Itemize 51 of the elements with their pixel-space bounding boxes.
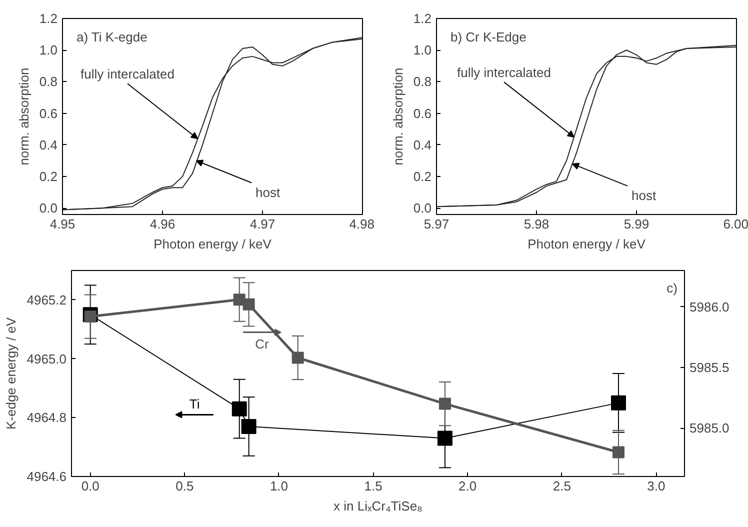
y-tick-label: 0.8: [39, 74, 58, 90]
y-axis-title: norm. absorption: [16, 68, 32, 166]
x-tick-label: 4.96: [150, 216, 176, 232]
annotation: fully intercalated: [457, 65, 551, 80]
legend-label: Cr: [255, 336, 270, 352]
x-tick-label: 3.0: [647, 478, 666, 494]
x-axis-title: x in LiₓCr₄TiSe₈: [334, 498, 422, 514]
y-tick-label: 0.6: [413, 106, 432, 121]
x-tick-label: 5.97: [424, 216, 450, 232]
y-tick-label: 0.2: [39, 169, 58, 184]
y-tick-label: 4964.8: [26, 410, 67, 426]
annotation: host: [632, 188, 656, 203]
annotation: fully intercalated: [80, 66, 174, 82]
text: b) Cr K-Edge: [450, 30, 526, 44]
annotation: host: [256, 184, 280, 200]
x-tick-label: 2.0: [458, 478, 477, 494]
y2-tick-label: 5985.5: [690, 360, 730, 375]
y-tick-label: 1.2: [39, 11, 58, 26]
y-tick-label: 0.4: [413, 137, 432, 152]
x-tick-label: 4.95: [50, 216, 76, 232]
y-tick-label: 0.4: [39, 137, 58, 152]
y-tick-label: 0.8: [413, 74, 432, 90]
x-axis-title: Photon energy / keV: [528, 236, 646, 252]
y-tick-label: 0.0: [39, 200, 58, 216]
y2-tick-label: 5986.0: [690, 299, 730, 314]
x-tick-label: 6.00: [723, 216, 748, 232]
x-tick-label: 1.5: [364, 478, 382, 494]
x-tick-label: 0.5: [176, 478, 194, 494]
x-tick-label: 1.0: [270, 478, 288, 494]
y-tick-label: 1.0: [39, 42, 58, 58]
x-tick-label: 5.99: [624, 216, 650, 232]
x-tick-label: 4.98: [349, 216, 375, 232]
x-axis-title: Photon energy / keV: [154, 236, 272, 252]
y-tick-label: 0.2: [413, 169, 432, 184]
x-tick-label: 5.98: [524, 216, 550, 232]
series-label: Ti: [189, 396, 200, 412]
y-tick-label: 1.2: [413, 11, 432, 26]
text: a) Ti K-egde: [76, 30, 148, 44]
y2-tick-label: 5985.0: [690, 420, 730, 436]
y-tick-label: 4965.0: [26, 351, 67, 366]
y-axis-title: norm. absorption: [390, 68, 406, 166]
y-tick-label: 1.0: [413, 42, 432, 58]
annotation: c): [666, 280, 678, 296]
x-tick-label: 2.5: [552, 478, 571, 494]
y-tick-label: 0.6: [39, 106, 58, 121]
x-tick-label: 4.97: [250, 216, 276, 232]
x-tick-label: 0.0: [81, 478, 100, 494]
y-tick-label: 0.0: [413, 200, 432, 216]
y-tick-label: 4964.6: [26, 469, 67, 484]
y-axis-title: K-edge energy / eV: [4, 317, 19, 430]
y-tick-label: 4965.2: [26, 292, 67, 308]
